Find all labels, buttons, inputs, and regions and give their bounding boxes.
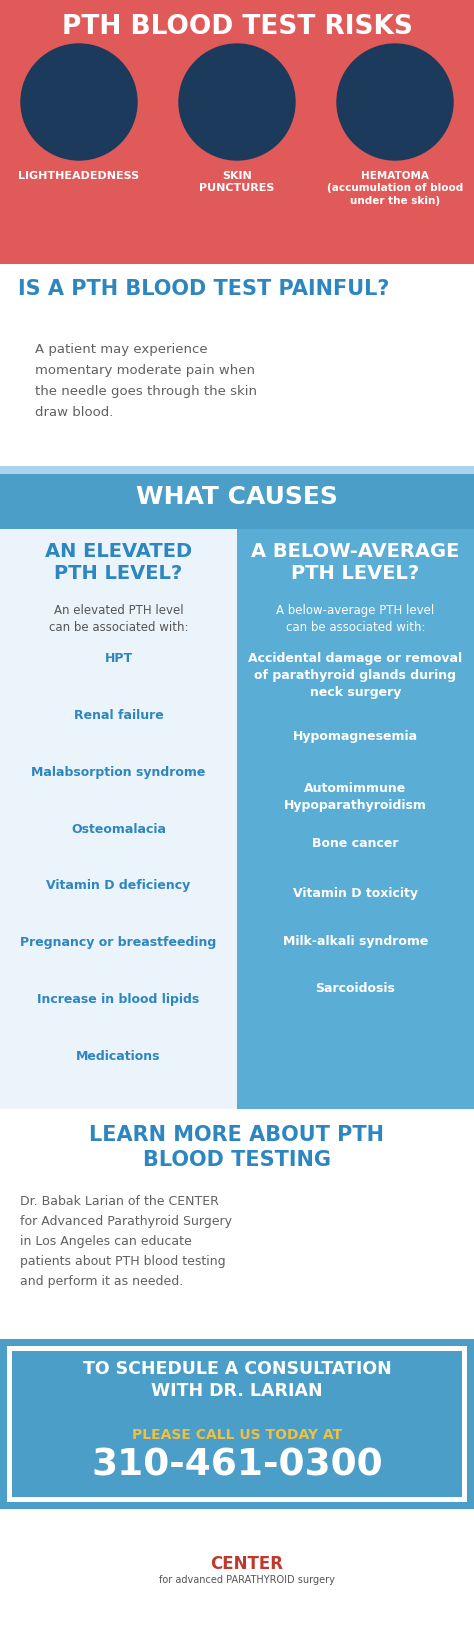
Text: IS A PTH BLOOD TEST PAINFUL?: IS A PTH BLOOD TEST PAINFUL? (18, 279, 389, 298)
Text: SKIN
PUNCTURES: SKIN PUNCTURES (199, 171, 275, 194)
Text: PLEASE CALL US TODAY AT: PLEASE CALL US TODAY AT (132, 1428, 342, 1441)
Circle shape (179, 46, 295, 161)
Text: Vitamin D deficiency: Vitamin D deficiency (46, 879, 191, 892)
Text: WHAT CAUSES: WHAT CAUSES (136, 484, 338, 509)
Text: LEARN MORE ABOUT PTH
BLOOD TESTING: LEARN MORE ABOUT PTH BLOOD TESTING (90, 1125, 384, 1169)
Text: Sarcoidosis: Sarcoidosis (316, 981, 395, 994)
Text: A BELOW-AVERAGE
PTH LEVEL?: A BELOW-AVERAGE PTH LEVEL? (251, 541, 460, 582)
Bar (0, 1509, 474, 1630)
Bar (0, 1340, 474, 1509)
Text: Automimmune
Hypoparathyroidism: Automimmune Hypoparathyroidism (284, 781, 427, 812)
Text: Increase in blood lipids: Increase in blood lipids (37, 993, 200, 1006)
Bar (0, 264, 474, 474)
Text: PTH BLOOD TEST RISKS: PTH BLOOD TEST RISKS (62, 15, 412, 41)
Text: 310-461-0300: 310-461-0300 (91, 1447, 383, 1483)
Text: TO SCHEDULE A CONSULTATION
WITH DR. LARIAN: TO SCHEDULE A CONSULTATION WITH DR. LARI… (82, 1359, 392, 1399)
Circle shape (21, 46, 137, 161)
Text: HEMATOMA
(accumulation of blood
under the skin): HEMATOMA (accumulation of blood under th… (327, 171, 463, 205)
Bar (12, 1351, 462, 1496)
Bar (0, 474, 474, 1110)
Text: Renal failure: Renal failure (73, 709, 164, 722)
Text: Osteomalacia: Osteomalacia (71, 822, 166, 835)
Text: Hypomagnesemia: Hypomagnesemia (293, 730, 418, 743)
Bar (237, 530, 474, 1110)
Text: HPT: HPT (104, 652, 133, 665)
Bar (0, 0, 474, 264)
Text: A patient may experience
momentary moderate pain when
the needle goes through th: A patient may experience momentary moder… (35, 342, 257, 419)
Bar (0, 466, 474, 474)
Text: An elevated PTH level
can be associated with:: An elevated PTH level can be associated … (49, 603, 188, 634)
Text: Vitamin D toxicity: Vitamin D toxicity (293, 887, 418, 900)
Text: LIGHTHEADEDNESS: LIGHTHEADEDNESS (18, 171, 139, 181)
Text: A below-average PTH level
can be associated with:: A below-average PTH level can be associa… (276, 603, 435, 634)
Bar (7, 1346, 467, 1503)
Text: Bone cancer: Bone cancer (312, 836, 399, 849)
Text: for advanced PARATHYROID surgery: for advanced PARATHYROID surgery (159, 1575, 335, 1584)
Text: Medications: Medications (76, 1050, 161, 1063)
Bar (0, 530, 237, 1110)
Text: Milk-alkali syndrome: Milk-alkali syndrome (283, 934, 428, 947)
Text: Pregnancy or breastfeeding: Pregnancy or breastfeeding (20, 936, 217, 949)
Bar (0, 1110, 474, 1340)
Circle shape (337, 46, 453, 161)
Text: AN ELEVATED
PTH LEVEL?: AN ELEVATED PTH LEVEL? (45, 541, 192, 582)
Text: Malabsorption syndrome: Malabsorption syndrome (31, 764, 206, 778)
Text: Accidental damage or removal
of parathyroid glands during
neck surgery: Accidental damage or removal of parathyr… (248, 652, 463, 699)
Bar (0, 474, 474, 530)
Text: Dr. Babak Larian of the CENTER
for Advanced Parathyroid Surgery
in Los Angeles c: Dr. Babak Larian of the CENTER for Advan… (20, 1195, 232, 1288)
Text: CENTER: CENTER (210, 1555, 283, 1573)
